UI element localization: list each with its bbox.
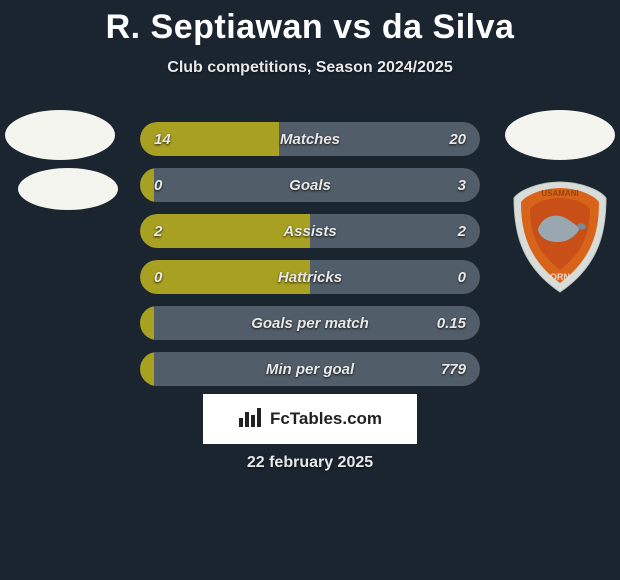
page-subtitle: Club competitions, Season 2024/2025 xyxy=(0,59,620,77)
stat-row: 22Assists xyxy=(140,214,480,248)
stat-row: 1420Matches xyxy=(140,122,480,156)
player-right-avatar-placeholder xyxy=(505,110,615,160)
footer-date: 22 february 2025 xyxy=(0,454,620,472)
stat-row: 779Min per goal xyxy=(140,352,480,386)
badge-bottom-text: ORN xyxy=(550,272,570,282)
player-left-avatar-placeholder xyxy=(5,110,115,160)
team-left-logo-placeholder xyxy=(18,168,118,210)
brand-text: FcTables.com xyxy=(270,409,382,429)
stat-row: 03Goals xyxy=(140,168,480,202)
stat-label: Goals per match xyxy=(140,306,480,340)
stat-label: Assists xyxy=(140,214,480,248)
team-right-badge: USAMANI ORN xyxy=(510,180,610,295)
stat-row: 0.15Goals per match xyxy=(140,306,480,340)
brand-icon xyxy=(238,406,264,433)
stat-label: Hattricks xyxy=(140,260,480,294)
stat-row: 00Hattricks xyxy=(140,260,480,294)
stat-label: Matches xyxy=(140,122,480,156)
stat-label: Goals xyxy=(140,168,480,202)
stats-list: 1420Matches 03Goals 22Assists 00Hattricks 0.… xyxy=(140,122,480,398)
brand-box: FcTables.com xyxy=(203,394,417,444)
stat-label: Min per goal xyxy=(140,352,480,386)
badge-top-text: USAMANI xyxy=(541,189,578,198)
page-title: R. Septiawan vs da Silva xyxy=(0,0,620,47)
